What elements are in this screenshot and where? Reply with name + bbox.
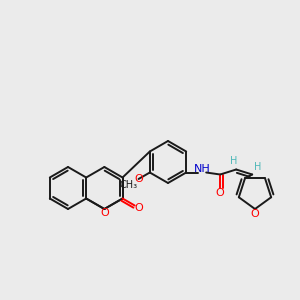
Text: O: O	[216, 188, 225, 197]
Text: O: O	[250, 209, 260, 219]
Text: O: O	[100, 208, 109, 218]
Text: H: H	[230, 157, 238, 166]
Text: NH: NH	[194, 164, 211, 175]
Text: O: O	[134, 174, 143, 184]
Text: O: O	[135, 203, 143, 213]
Text: H: H	[254, 161, 262, 172]
Text: CH₃: CH₃	[120, 179, 138, 190]
